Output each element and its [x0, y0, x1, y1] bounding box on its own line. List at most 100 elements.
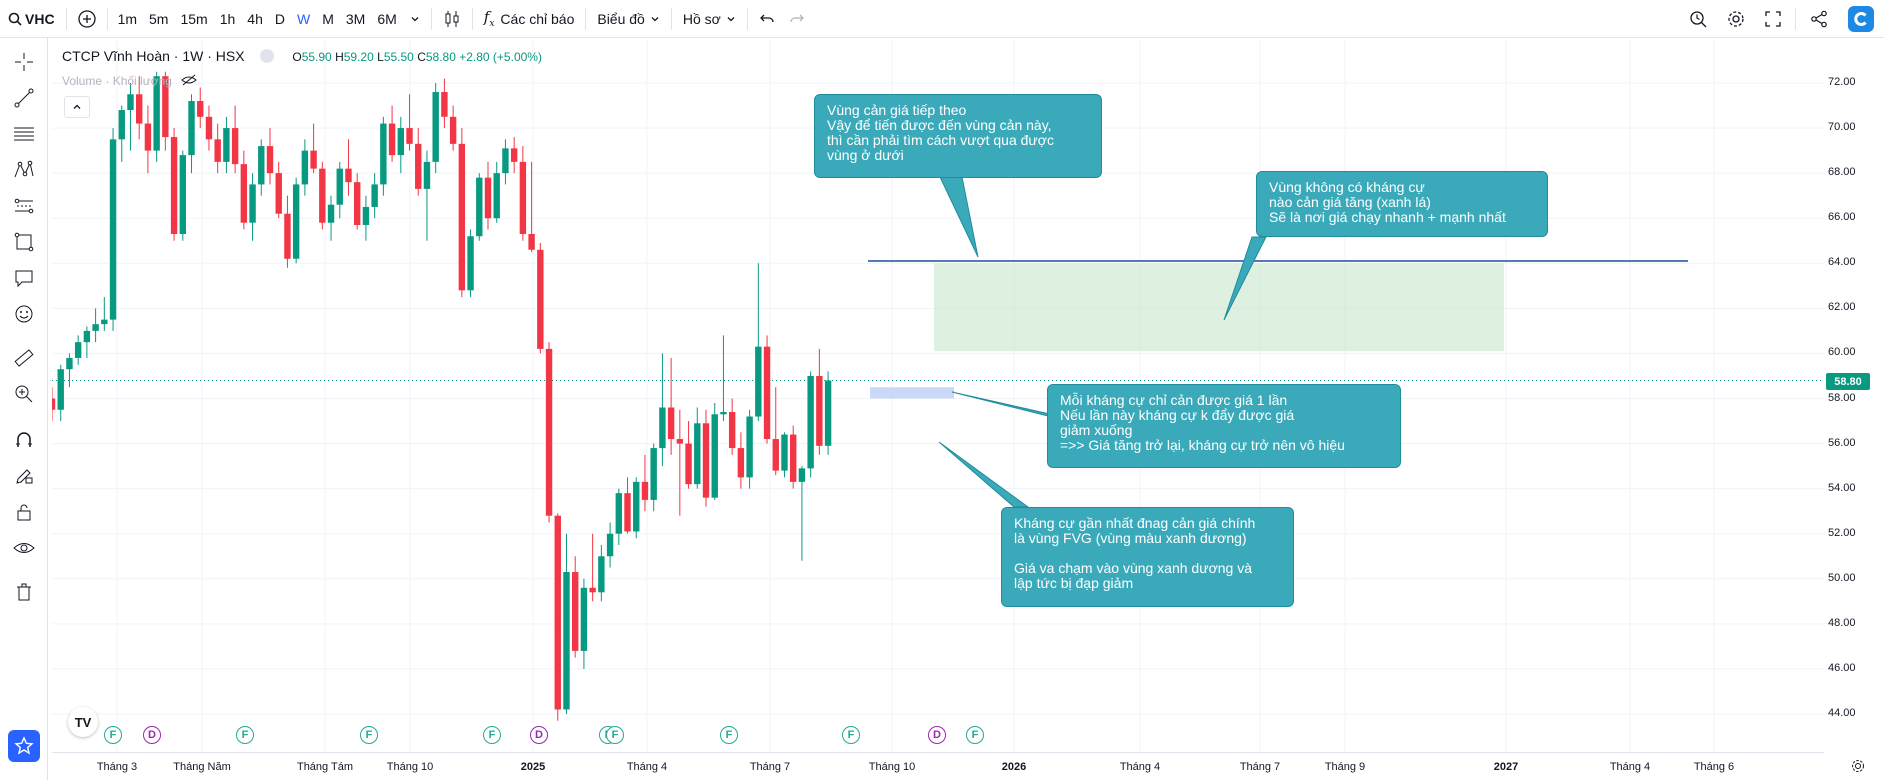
candle-down[interactable] — [772, 439, 779, 471]
candle-up[interactable] — [127, 94, 134, 111]
candle-down[interactable] — [702, 423, 710, 498]
candle-up[interactable] — [798, 468, 806, 482]
candle-down[interactable] — [624, 493, 631, 532]
candle-up[interactable] — [83, 330, 91, 343]
candle-down[interactable] — [449, 116, 457, 144]
favorites-tool[interactable] — [8, 730, 40, 762]
crosshair-tool[interactable] — [10, 48, 38, 76]
candle-up[interactable] — [694, 423, 701, 485]
candle-up[interactable] — [563, 572, 570, 710]
candle-down[interactable] — [319, 168, 326, 223]
candle-up[interactable] — [755, 346, 762, 417]
candle-up[interactable] — [720, 412, 727, 415]
candle-down[interactable] — [231, 128, 239, 165]
symbol-search[interactable]: VHC — [0, 0, 62, 38]
visibility-toggle[interactable] — [260, 49, 275, 63]
time-axis[interactable]: Tháng 3 Tháng Năm Tháng Tám Tháng 10 2025 Thá… — [52, 752, 1824, 780]
candle-up[interactable] — [109, 139, 117, 320]
candle-down[interactable] — [310, 150, 317, 169]
candle-up[interactable] — [380, 123, 387, 185]
interval-d[interactable]: D — [274, 10, 285, 27]
financial-event-marker[interactable]: F — [360, 726, 378, 744]
candle-down[interactable] — [554, 515, 561, 710]
fvg-zone[interactable] — [870, 387, 954, 399]
candle-up[interactable] — [633, 481, 640, 532]
candle-up[interactable] — [711, 414, 718, 498]
candle-down[interactable] — [354, 182, 361, 225]
candle-up[interactable] — [659, 407, 666, 449]
candle-down[interactable] — [205, 116, 213, 140]
candle-up[interactable] — [615, 493, 622, 534]
candle-up[interactable] — [101, 319, 108, 325]
candle-down[interactable] — [790, 434, 797, 482]
forecast-tool[interactable] — [10, 192, 38, 220]
candle-down[interactable] — [519, 161, 527, 234]
financial-event-marker[interactable]: F — [606, 726, 624, 744]
candle-up[interactable] — [807, 375, 814, 469]
profile-button[interactable]: Hồ sơ — [676, 0, 743, 38]
candle-up[interactable] — [179, 155, 186, 234]
candle-down[interactable] — [144, 123, 152, 151]
interval-1m[interactable]: 1m — [117, 10, 138, 27]
candle-down[interactable] — [197, 101, 204, 117]
candle-up[interactable] — [781, 434, 788, 471]
candle-up[interactable] — [746, 416, 753, 478]
measure-tool[interactable] — [10, 344, 38, 372]
undo-button[interactable] — [752, 0, 782, 38]
candle-up[interactable] — [118, 110, 125, 140]
settings-button[interactable] — [1717, 0, 1755, 38]
financial-event-marker[interactable]: F — [842, 726, 860, 744]
candle-down[interactable] — [458, 143, 466, 291]
icon-tool[interactable] — [10, 300, 38, 328]
candle-down[interactable] — [572, 572, 579, 651]
candle-up[interactable] — [502, 148, 509, 174]
candle-down[interactable] — [537, 249, 544, 349]
candle-up[interactable] — [66, 357, 73, 370]
candle-up[interactable] — [824, 380, 832, 446]
remove-drawings-tool[interactable] — [10, 578, 38, 606]
price-axis[interactable]: 72.00 70.00 68.00 66.00 64.00 62.00 60.00 58.00… — [1824, 40, 1884, 752]
fib-tool[interactable] — [10, 120, 38, 148]
eye-off-icon[interactable] — [181, 74, 198, 86]
candle-up[interactable] — [223, 128, 230, 162]
app-logo[interactable] — [1838, 0, 1884, 38]
candle-up[interactable] — [188, 101, 195, 156]
candle-up[interactable] — [249, 184, 256, 223]
candle-down[interactable] — [589, 587, 596, 593]
candle-down[interactable] — [545, 348, 553, 516]
financial-event-marker[interactable]: F — [236, 726, 254, 744]
candle-down[interactable] — [415, 143, 422, 189]
candle-down[interactable] — [484, 177, 492, 219]
dividend-event-marker[interactable]: D — [143, 726, 161, 744]
candle-up[interactable] — [476, 177, 483, 237]
candle-down[interactable] — [641, 481, 649, 500]
annotation-tool[interactable] — [10, 264, 38, 292]
note-no-resistance-zone[interactable]: Vùng không có kháng cự nào cản giá tăng (… — [1256, 171, 1548, 237]
visibility-tool[interactable] — [10, 534, 38, 562]
candle-down[interactable] — [816, 375, 823, 446]
candle-up[interactable] — [432, 92, 439, 162]
axis-settings-button[interactable] — [1848, 756, 1868, 776]
candle-down[interactable] — [406, 128, 413, 144]
stay-drawing-tool[interactable] — [10, 462, 38, 490]
candle-up[interactable] — [423, 161, 431, 189]
lock-tool[interactable] — [10, 498, 38, 526]
pattern-tool[interactable] — [10, 156, 38, 184]
dividend-event-marker[interactable]: D — [530, 726, 548, 744]
candle-down[interactable] — [763, 346, 771, 440]
zoom-tool[interactable] — [10, 380, 38, 408]
candle-up[interactable] — [327, 204, 335, 223]
dividend-event-marker[interactable]: D — [928, 726, 946, 744]
interval-dropdown[interactable] — [403, 0, 427, 38]
candle-down[interactable] — [170, 137, 178, 234]
candle-down[interactable] — [162, 76, 169, 138]
interval-4h[interactable]: 4h — [247, 10, 263, 27]
candle-down[interactable] — [528, 233, 535, 250]
financial-event-marker[interactable]: F — [966, 726, 984, 744]
candle-down[interactable] — [685, 443, 692, 485]
candle-up[interactable] — [580, 587, 588, 651]
candle-down[interactable] — [676, 439, 684, 444]
redo-button[interactable] — [782, 0, 812, 38]
interval-3m[interactable]: 3M — [345, 10, 366, 27]
candle-down[interactable] — [52, 398, 56, 410]
